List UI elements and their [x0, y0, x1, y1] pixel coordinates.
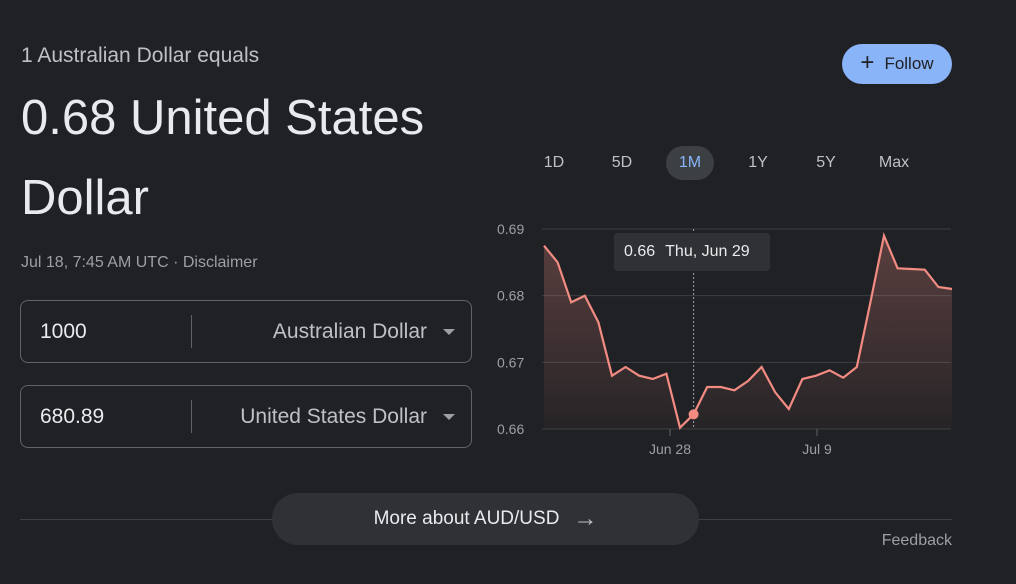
divider — [698, 519, 952, 520]
to-currency-row: United States Dollar — [20, 385, 472, 448]
time-range-tabs: 1D 5D 1M 1Y 5Y Max — [530, 146, 960, 180]
range-tab-max[interactable]: Max — [878, 154, 910, 171]
series-line — [543, 231, 953, 430]
chevron-down-icon[interactable] — [443, 329, 455, 335]
field-separator — [191, 315, 192, 348]
x-tick-label: Jul 9 — [802, 441, 832, 457]
range-tab-1y[interactable]: 1Y — [748, 154, 768, 171]
from-currency-row: Australian Dollar — [20, 300, 472, 363]
disclaimer-link[interactable]: Disclaimer — [182, 254, 258, 271]
range-tab-1d[interactable]: 1D — [543, 154, 565, 171]
x-tick-label: Jun 28 — [649, 441, 691, 457]
range-tab-5y[interactable]: 5Y — [816, 154, 836, 171]
feedback-link[interactable]: Feedback — [881, 532, 952, 549]
chart-area-fill — [544, 235, 952, 429]
y-tick-label: 0.69 — [497, 221, 524, 237]
chart-tooltip: 0.66 Thu, Jun 29 — [614, 233, 770, 271]
rate-timestamp: Jul 18, 7:45 AM UTC — [21, 254, 169, 271]
tooltip-date: Thu, Jun 29 — [665, 243, 750, 260]
hover-point — [688, 409, 699, 420]
y-tick-label: 0.68 — [497, 288, 524, 304]
y-tick-label: 0.67 — [497, 354, 524, 370]
meta-separator: · — [168, 254, 183, 271]
field-separator — [191, 400, 192, 433]
plus-icon: + — [860, 49, 875, 76]
more-about-button[interactable]: More about AUD/USD → — [272, 493, 699, 545]
follow-label: Follow — [884, 54, 934, 73]
conversion-result: 0.68 United States Dollar — [21, 91, 425, 225]
arrow-right-icon: → — [573, 505, 598, 532]
chevron-down-icon[interactable] — [443, 414, 455, 420]
from-amount-input[interactable] — [40, 301, 190, 362]
y-tick-label: 0.66 — [497, 421, 524, 437]
rate-timestamp-line: Jul 18, 7:45 AM UTC · Disclaimer — [21, 254, 258, 272]
to-amount-input[interactable] — [40, 386, 190, 447]
conversion-subtitle: 1 Australian Dollar equals — [21, 44, 260, 67]
tooltip-value: 0.66 — [624, 243, 656, 260]
to-currency-select[interactable]: United States Dollar — [240, 405, 427, 428]
more-about-label: More about AUD/USD — [373, 508, 560, 529]
exchange-rate-chart[interactable]: 0.69 0.68 0.67 0.66 Jun 28 Jul 9 — [490, 215, 960, 470]
range-tab-1m[interactable]: 1M — [666, 146, 714, 180]
follow-button[interactable]: + Follow — [842, 44, 952, 84]
divider — [20, 519, 274, 520]
range-tab-5d[interactable]: 5D — [611, 154, 633, 171]
from-currency-select[interactable]: Australian Dollar — [272, 320, 427, 343]
